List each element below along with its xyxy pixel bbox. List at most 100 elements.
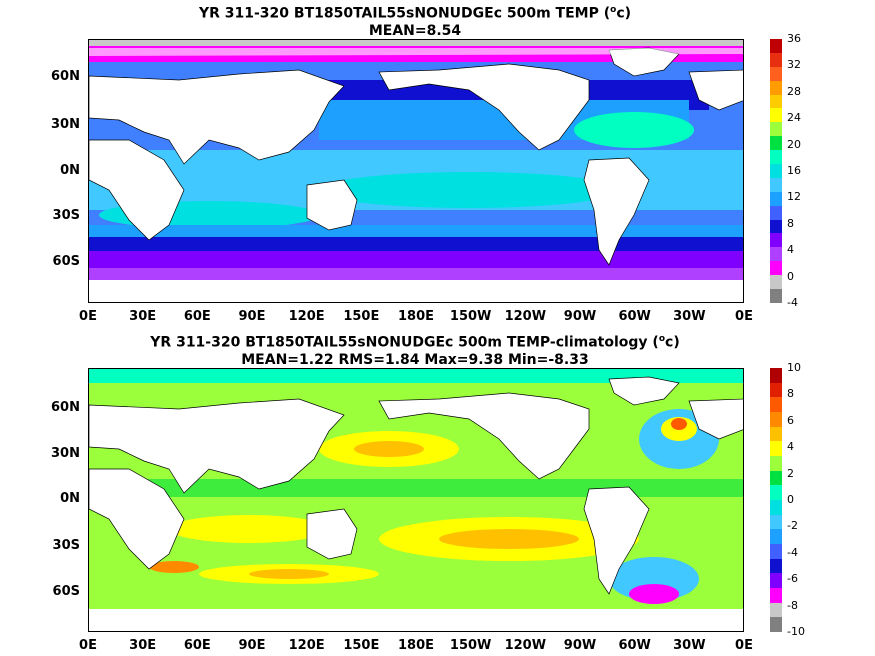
top-colorbar-swatch bbox=[770, 164, 782, 178]
top-colorbar-label: 32 bbox=[787, 58, 801, 72]
bottom-lat-label-60s: 60S bbox=[52, 584, 80, 599]
top-temperature-field bbox=[89, 40, 743, 302]
bottom-colorbar-label: 8 bbox=[787, 387, 794, 401]
bottom-colorbar-label: -2 bbox=[787, 519, 798, 533]
bottom-colorbar-label: 0 bbox=[787, 493, 794, 506]
top-lon-label: 60E bbox=[183, 309, 211, 324]
top-colorbar-swatch bbox=[770, 94, 782, 109]
top-colorbar-label: 36 bbox=[787, 32, 801, 45]
bottom-lon-label: 30W bbox=[673, 638, 706, 653]
top-colorbar-swatch bbox=[770, 219, 782, 234]
top-colorbar-swatch bbox=[770, 39, 782, 53]
top-colorbar-label: -4 bbox=[787, 296, 798, 309]
top-colorbar-label: 0 bbox=[787, 269, 794, 283]
top-title-text: YR 311-320 BT1850TAIL55sNONUDGEc 500m TE… bbox=[198, 5, 611, 22]
bottom-colorbar-swatch bbox=[770, 397, 782, 412]
top-lon-label: 60W bbox=[618, 309, 651, 324]
top-lon-label: 120W bbox=[504, 309, 547, 324]
bottom-lon-label: 120E bbox=[288, 638, 325, 653]
bottom-colorbar-swatch bbox=[770, 573, 782, 588]
bottom-colorbar-label: 4 bbox=[787, 440, 794, 454]
top-map-panel bbox=[88, 39, 744, 303]
top-lon-label: 150E bbox=[343, 309, 380, 324]
top-colorbar-swatch bbox=[770, 150, 782, 165]
top-title-mean: MEAN=8.54 bbox=[368, 22, 462, 39]
top-colorbar-swatch bbox=[770, 80, 782, 95]
bottom-colorbar-swatch bbox=[770, 587, 782, 603]
top-lon-label: 90W bbox=[563, 309, 597, 324]
bottom-lon-label: 90W bbox=[563, 638, 597, 653]
bottom-lon-label: 60E bbox=[183, 638, 211, 653]
bottom-colorbar-swatch bbox=[770, 411, 782, 427]
top-colorbar-swatch bbox=[770, 275, 782, 290]
bottom-colorbar-swatch bbox=[770, 617, 782, 632]
bottom-colorbar-swatch bbox=[770, 514, 782, 530]
top-lat-label-0n: 0N bbox=[60, 163, 80, 178]
top-map-title: YR 311-320 BT1850TAIL55sNONUDGEc 500m TE… bbox=[0, 2, 830, 40]
bottom-colorbar-swatch bbox=[770, 470, 782, 486]
top-lat-label-30s: 30S bbox=[52, 208, 80, 223]
bottom-colorbar-label: 6 bbox=[787, 413, 794, 427]
bottom-lat-label-30n: 30N bbox=[51, 446, 80, 461]
top-lon-label: 0E bbox=[735, 309, 753, 324]
bottom-lon-label: 0E bbox=[79, 638, 97, 653]
bottom-colorbar-swatch bbox=[770, 485, 782, 500]
bottom-colorbar-label: 10 bbox=[787, 361, 801, 374]
bottom-colorbar-swatch bbox=[770, 455, 782, 471]
top-title-unit-sup: o bbox=[610, 5, 617, 15]
bottom-map-panel bbox=[88, 368, 744, 632]
bottom-colorbar-swatch bbox=[770, 441, 782, 456]
bottom-map-title: YR 311-320 BT1850TAIL55sNONUDGEc 500m TE… bbox=[0, 331, 830, 369]
bottom-colorbar-swatch bbox=[770, 382, 782, 398]
bottom-lon-label: 60W bbox=[618, 638, 651, 653]
bottom-lon-label: 120W bbox=[504, 638, 547, 653]
top-lat-label-60n: 60N bbox=[51, 69, 80, 84]
bottom-title-unit-sup: o bbox=[658, 334, 666, 344]
bottom-colorbar-label: -8 bbox=[787, 598, 798, 612]
top-colorbar-swatch bbox=[770, 177, 782, 192]
top-colorbar-label: 16 bbox=[787, 164, 801, 177]
top-lon-label: 30E bbox=[129, 309, 157, 324]
top-colorbar-swatch bbox=[770, 247, 782, 262]
bottom-colorbar-swatch bbox=[770, 529, 782, 544]
top-colorbar-label: 28 bbox=[787, 84, 801, 98]
top-colorbar-swatch bbox=[770, 289, 782, 303]
top-lat-label-60s: 60S bbox=[52, 254, 80, 269]
bottom-colorbar-label: 2 bbox=[787, 466, 794, 480]
bottom-lon-label: 150W bbox=[449, 638, 492, 653]
top-colorbar bbox=[770, 39, 782, 303]
top-lon-label: 90E bbox=[238, 309, 266, 324]
bottom-colorbar-swatch bbox=[770, 368, 782, 383]
bottom-lon-label: 150E bbox=[343, 638, 380, 653]
top-colorbar-swatch bbox=[770, 108, 782, 123]
bottom-colorbar-label: -10 bbox=[787, 625, 805, 638]
top-colorbar-swatch bbox=[770, 136, 782, 151]
bottom-colorbar bbox=[770, 368, 782, 632]
bottom-colorbar-label: -6 bbox=[787, 572, 798, 586]
top-colorbar-label: 12 bbox=[787, 190, 801, 204]
top-colorbar-label: 8 bbox=[787, 216, 794, 230]
bottom-lon-label: 0E bbox=[735, 638, 753, 653]
top-colorbar-swatch bbox=[770, 52, 782, 67]
bottom-colorbar-swatch bbox=[770, 426, 782, 442]
top-lon-label: 150W bbox=[449, 309, 492, 324]
top-colorbar-label: 24 bbox=[787, 111, 801, 125]
bottom-anomaly-field bbox=[89, 369, 743, 631]
top-colorbar-swatch bbox=[770, 191, 782, 206]
top-colorbar-swatch bbox=[770, 205, 782, 220]
bottom-lat-label-60n: 60N bbox=[51, 400, 80, 415]
top-lon-label: 30W bbox=[673, 309, 706, 324]
top-title-unit-tail: c) bbox=[616, 5, 632, 22]
top-colorbar-label: 4 bbox=[787, 243, 794, 257]
bottom-lat-label-0n: 0N bbox=[60, 491, 80, 506]
top-lon-label: 180E bbox=[397, 309, 435, 324]
bottom-colorbar-swatch bbox=[770, 543, 782, 559]
bottom-colorbar-swatch bbox=[770, 499, 782, 515]
top-colorbar-swatch bbox=[770, 261, 782, 276]
bottom-title-unit-tail: c) bbox=[665, 334, 680, 351]
bottom-lon-label: 90E bbox=[238, 638, 266, 653]
bottom-colorbar-label: -4 bbox=[787, 545, 798, 559]
bottom-lat-label-30s: 30S bbox=[52, 538, 80, 553]
top-lon-label: 0E bbox=[79, 309, 97, 324]
top-lon-label: 120E bbox=[288, 309, 325, 324]
